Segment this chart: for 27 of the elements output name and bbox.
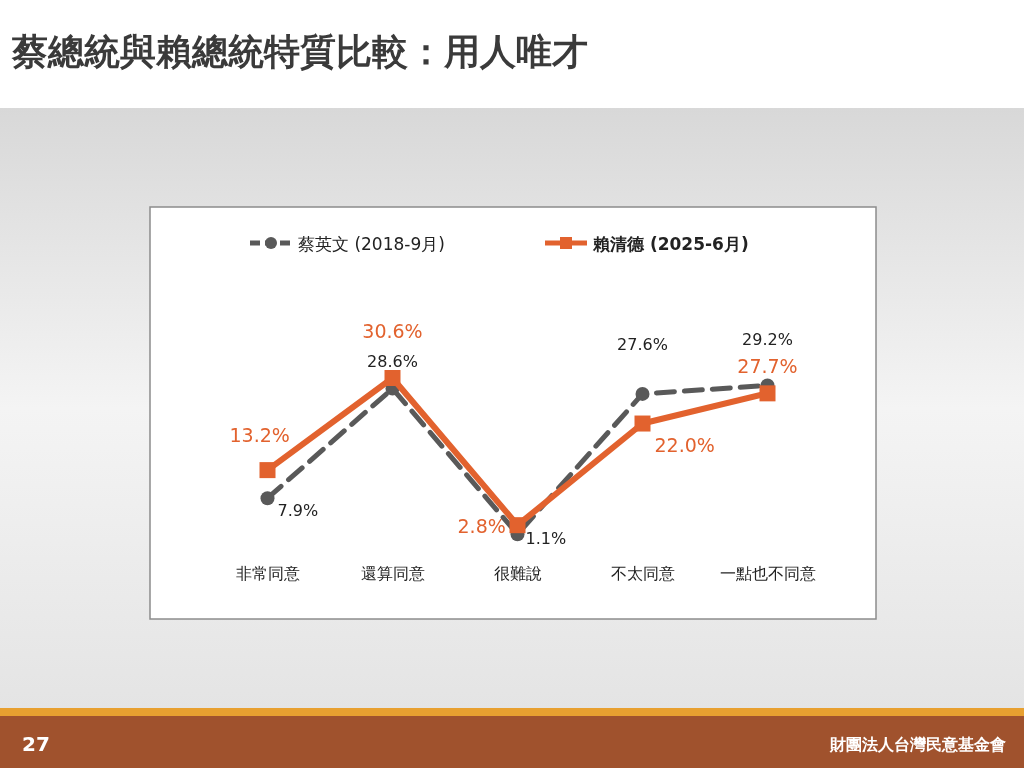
point [509,517,526,534]
point [260,491,275,506]
data-label: 2.8% [457,515,506,538]
x-tick-label: 非常同意 [235,564,300,583]
data-label: 27.7% [737,355,798,378]
text: 27 [22,732,50,756]
point [634,415,651,432]
x-tick-label: 一點也不同意 [719,564,816,583]
chart-title: 蔡總統與賴總統特質比較：用人唯才 [11,31,588,72]
x-tick-label: 不太同意 [610,564,675,583]
data-label: 28.6% [367,351,418,371]
data-label: 29.2% [742,330,793,350]
data-label: 22.0% [654,433,715,456]
data-label: 13.2% [229,424,290,447]
data-label: 27.6% [617,334,668,354]
legend-label: 賴清德 (2025-6月) [592,234,749,254]
x-tick-label: 還算同意 [360,564,425,583]
x-tick-label: 很難說 [493,564,542,583]
text: 財團法人台灣民意基金會 [829,735,1006,754]
point [384,370,401,386]
data-label: 30.6% [362,320,423,342]
point [759,385,776,402]
data-label: 1.1% [525,529,567,549]
data-label: 7.9% [277,501,319,521]
point [635,386,650,401]
legend-label: 蔡英文 (2018-9月) [298,234,445,254]
point [259,462,276,479]
